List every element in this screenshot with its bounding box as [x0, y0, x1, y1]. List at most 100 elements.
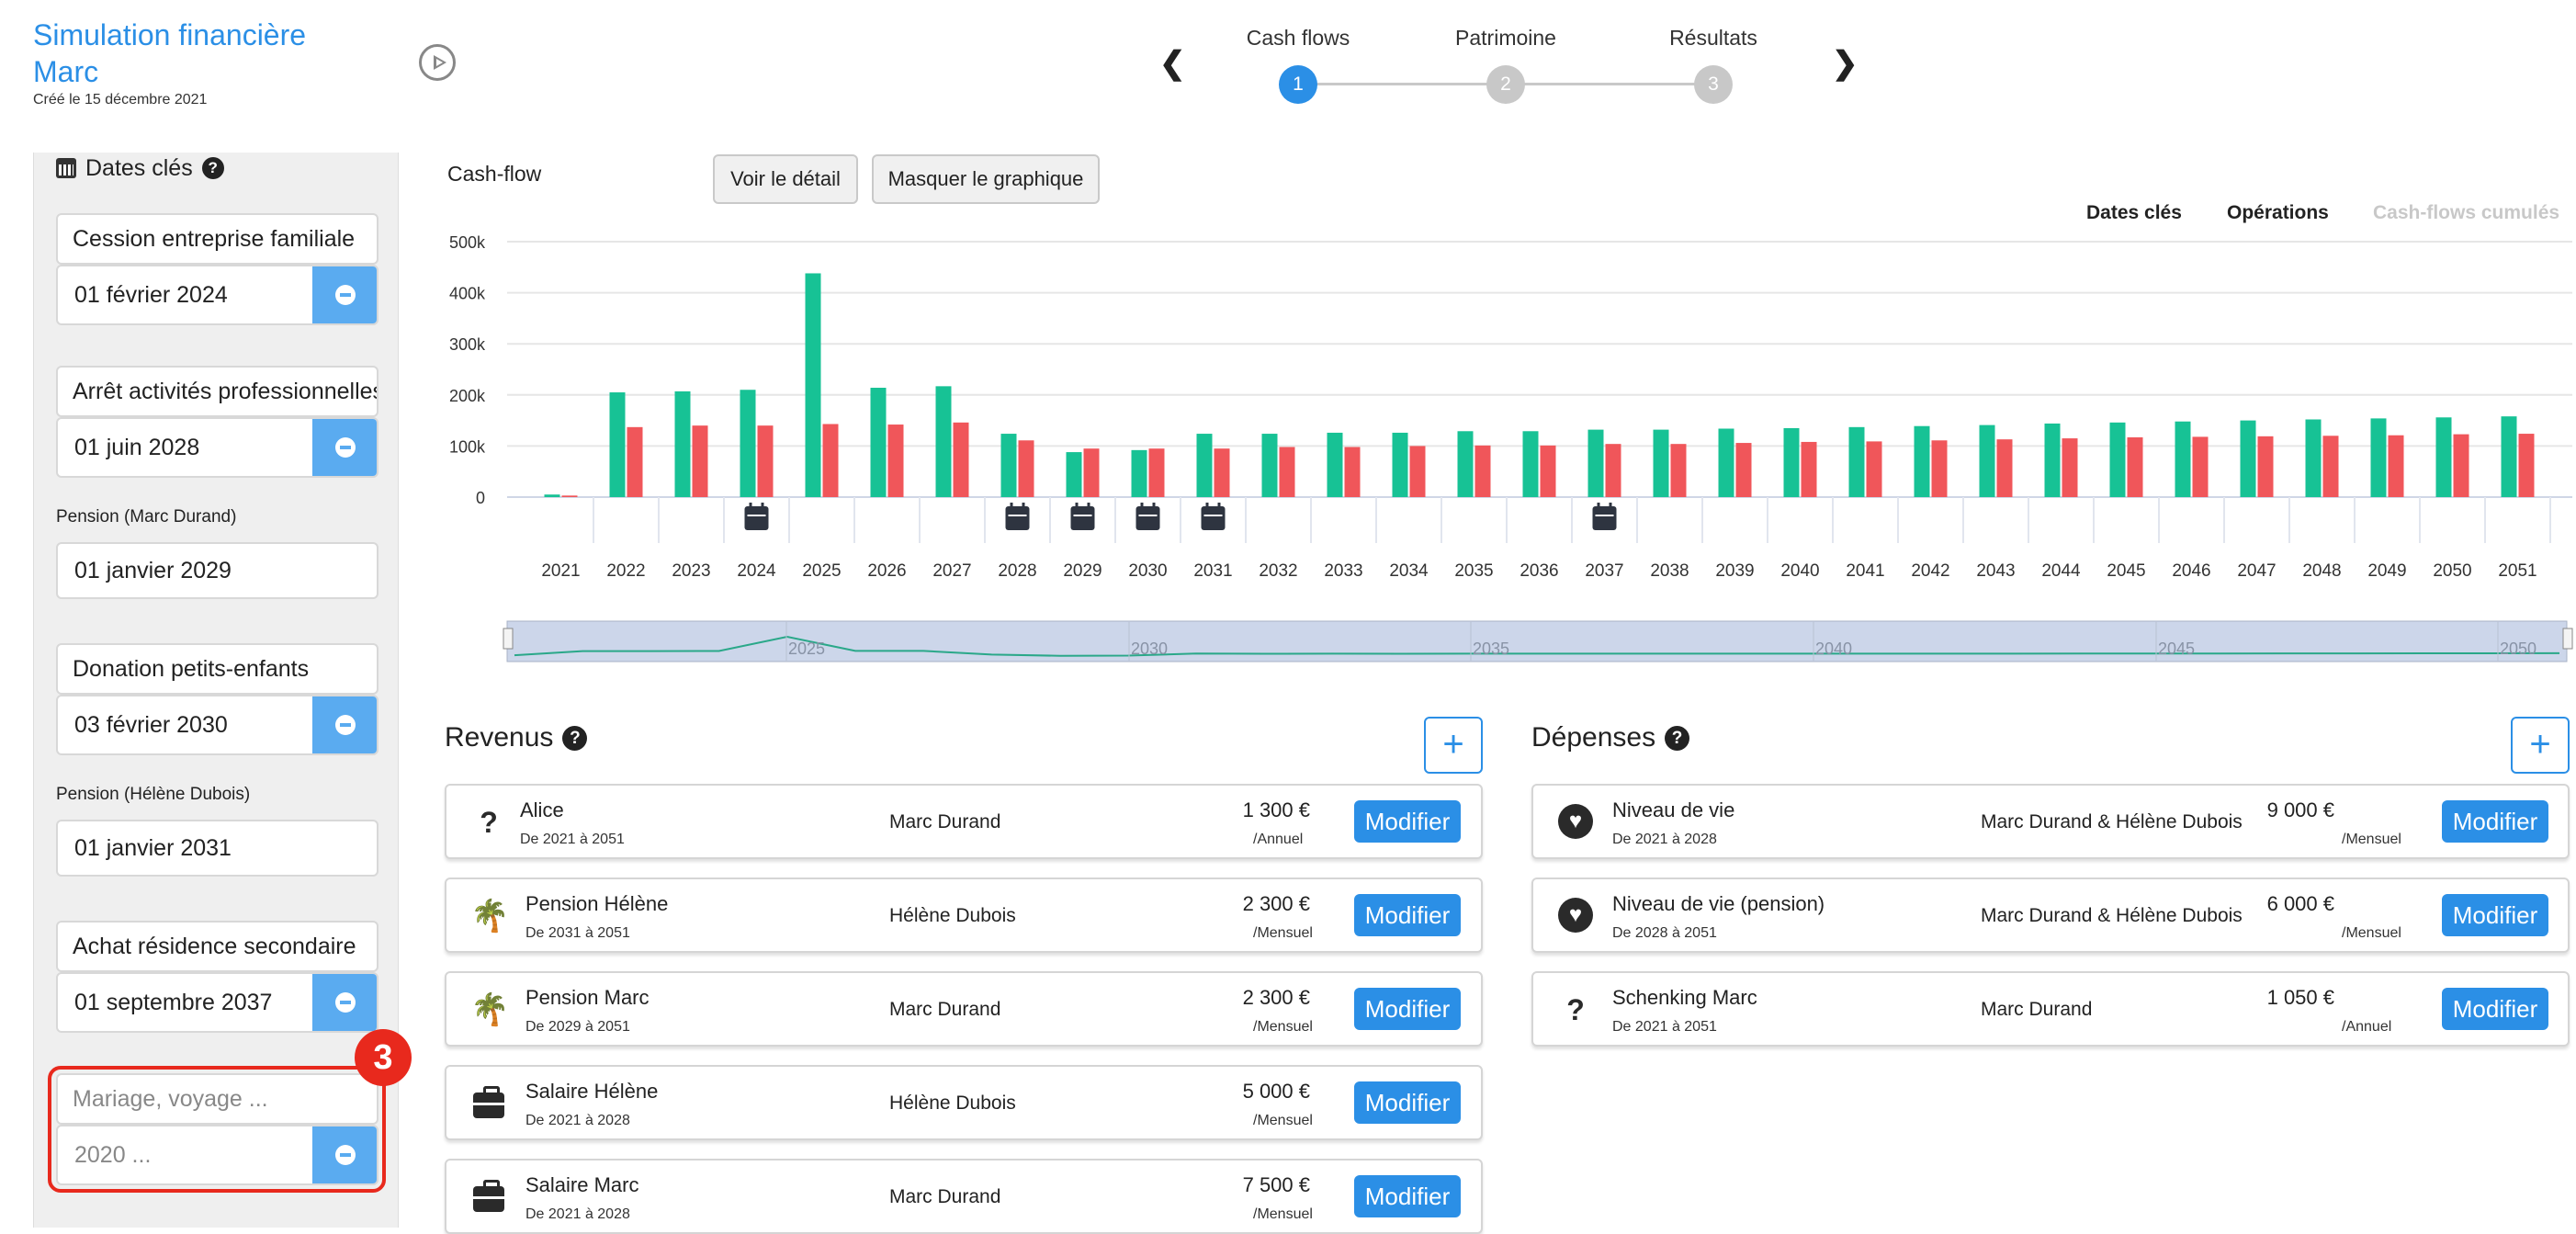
x-tick-label: 2045	[2107, 561, 2145, 581]
add-expense-button[interactable]: +	[2511, 717, 2570, 774]
key-date-calendar-icon	[744, 503, 769, 530]
expense-bar	[1931, 440, 1948, 497]
expense-bar	[2257, 436, 2274, 497]
question-icon: ?	[480, 806, 498, 839]
event-date-value[interactable]: 01 juin 2028	[74, 435, 200, 460]
help-icon[interactable]: ?	[1665, 725, 1690, 751]
event-date-value[interactable]: 03 février 2030	[74, 712, 228, 738]
play-icon[interactable]	[419, 44, 456, 81]
event-date-field[interactable]: 01 juin 2028	[56, 417, 378, 478]
event-date-field[interactable]: 01 septembre 2037	[56, 972, 378, 1033]
hide-chart-button[interactable]: Masquer le graphique	[872, 154, 1100, 204]
card-person: Marc Durand	[889, 1186, 1001, 1207]
card-name: Pension Hélène	[525, 892, 669, 915]
pension-helene-date[interactable]: 01 janvier 2031	[56, 820, 378, 877]
modify-button[interactable]: Modifier	[1354, 1175, 1461, 1217]
x-tick-label: 2027	[932, 561, 971, 581]
help-icon[interactable]: ?	[201, 157, 224, 179]
x-tick-label: 2034	[1389, 561, 1429, 581]
app-title: Simulation financière Marc	[33, 18, 307, 88]
card-person: Marc Durand	[1981, 999, 2093, 1020]
remove-event-button[interactable]	[312, 974, 377, 1031]
income-bar	[870, 388, 887, 497]
x-tick-label: 2025	[802, 561, 841, 581]
navigator-left-handle	[503, 628, 514, 650]
next-step-arrow-icon[interactable]: ❯	[1832, 46, 1859, 81]
card-frequency: /Mensuel	[2342, 832, 2401, 847]
new-event-date-field[interactable]: 2020 ...	[56, 1125, 378, 1185]
expense-bar	[2127, 436, 2143, 497]
minus-icon	[335, 285, 356, 305]
help-icon[interactable]: ?	[562, 725, 588, 751]
step-2-circle[interactable]: 2	[1486, 65, 1525, 104]
income-bar	[609, 392, 626, 497]
expense-bar	[2322, 436, 2339, 497]
income-bar	[1066, 452, 1082, 497]
x-tick-label: 2031	[1193, 561, 1232, 581]
expense-bar	[1474, 445, 1491, 497]
expense-bar	[1018, 440, 1034, 497]
x-tick-label: 2035	[1454, 561, 1493, 581]
event-date-field[interactable]: 03 février 2030	[56, 695, 378, 755]
step-patrimoine-label[interactable]: Patrimoine	[1455, 26, 1556, 50]
event-name-input[interactable]: Cession entreprise familiale	[56, 213, 378, 265]
legend-operations[interactable]: Opérations	[2227, 202, 2329, 223]
revenus-card: Salaire Marc De 2021 à 2028 Marc Durand 7 5…	[445, 1159, 1483, 1234]
card-name: Salaire Hélène	[525, 1080, 659, 1103]
legend-key-dates[interactable]: Dates clés	[2086, 202, 2182, 223]
event-name-input[interactable]: Arrêt activités professionnelles	[56, 366, 378, 417]
event-date-value[interactable]: 01 février 2024	[74, 282, 228, 308]
modify-button[interactable]: Modifier	[1354, 1081, 1461, 1124]
pension-marc-date[interactable]: 01 janvier 2029	[56, 542, 378, 599]
new-event-name-input[interactable]: Mariage, voyage ...	[56, 1073, 378, 1125]
event-date-value[interactable]: 01 septembre 2037	[74, 990, 273, 1015]
step-resultats-label[interactable]: Résultats	[1669, 26, 1757, 50]
modify-button[interactable]: Modifier	[1354, 894, 1461, 936]
briefcase-icon	[473, 1180, 504, 1212]
expense-bar	[1605, 444, 1621, 497]
x-tick-label: 2037	[1585, 561, 1623, 581]
remove-event-button[interactable]	[312, 1126, 377, 1183]
income-bar	[1196, 434, 1213, 497]
income-bar	[1327, 432, 1343, 497]
expense-bar	[1735, 443, 1752, 497]
income-bar	[1914, 425, 1930, 497]
card-period: De 2031 à 2051	[525, 925, 630, 941]
income-bar	[935, 386, 952, 497]
card-person: Marc Durand & Hélène Dubois	[1981, 811, 2243, 832]
show-detail-button[interactable]: Voir le détail	[713, 154, 858, 204]
remove-event-button[interactable]	[312, 419, 377, 476]
add-revenue-button[interactable]: +	[1424, 717, 1483, 774]
modify-button[interactable]: Modifier	[2442, 988, 2548, 1030]
remove-event-button[interactable]	[312, 696, 377, 753]
event-name-input[interactable]: Donation petits-enfants	[56, 643, 378, 695]
card-person: Hélène Dubois	[889, 905, 1016, 926]
remove-event-button[interactable]	[312, 266, 377, 323]
key-date-calendar-icon	[1070, 503, 1095, 530]
depenses-card: ? Schenking Marc De 2021 à 2051 Marc Durand…	[1531, 971, 2570, 1047]
modify-button[interactable]: Modifier	[1354, 988, 1461, 1030]
briefcase-icon	[473, 1086, 504, 1118]
prev-step-arrow-icon[interactable]: ❮	[1159, 46, 1186, 81]
expense-bar	[887, 425, 904, 497]
legend-cumulative-cash-flows[interactable]: Cash-flows cumulés	[2373, 202, 2560, 223]
x-tick-label: 2032	[1259, 561, 1297, 581]
new-event-date-placeholder[interactable]: 2020 ...	[74, 1142, 152, 1168]
x-tick-label: 2051	[2498, 561, 2536, 581]
step-cash-flows-label[interactable]: Cash flows	[1246, 26, 1350, 50]
x-tick-label: 2048	[2302, 561, 2341, 581]
cash-flow-chart[interactable]: 2021 2022 2023 2024 2025 2026 2027 2028 2029 2030…	[0, 0, 2576, 680]
modify-button[interactable]: Modifier	[2442, 894, 2548, 936]
step-1-circle[interactable]: 1	[1279, 65, 1317, 104]
card-frequency: /Mensuel	[2342, 925, 2401, 941]
expense-bar	[1670, 444, 1687, 497]
modify-button[interactable]: Modifier	[2442, 800, 2548, 843]
income-bar	[2501, 416, 2517, 497]
expense-bar	[1540, 445, 1556, 497]
income-bar	[2370, 418, 2387, 497]
step-3-circle[interactable]: 3	[1694, 65, 1733, 104]
event-name-input[interactable]: Achat résidence secondaire	[56, 921, 378, 972]
event-date-field[interactable]: 01 février 2024	[56, 265, 378, 325]
modify-button[interactable]: Modifier	[1354, 800, 1461, 843]
card-period: De 2021 à 2051	[520, 832, 625, 847]
